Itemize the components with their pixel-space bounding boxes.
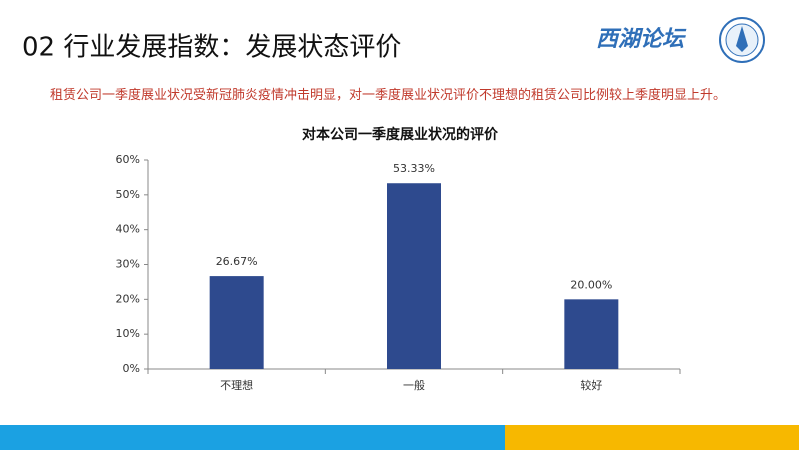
x-tick-label: 不理想 — [220, 378, 253, 392]
logo-text: 西湖论坛 — [596, 26, 687, 52]
footer-band-yellow — [505, 425, 799, 450]
value-label: 53.33% — [393, 162, 435, 175]
y-tick-label: 0% — [123, 362, 140, 375]
note-box: 租赁公司一季度展业状况受新冠肺炎疫情冲击明显，对一季度展业状况评价不理想的租赁公… — [50, 88, 727, 103]
x-tick-label: 一般 — [403, 379, 425, 392]
value-label: 20.00% — [570, 278, 612, 291]
bar — [209, 276, 264, 369]
bar — [387, 183, 441, 369]
logo-emblem — [719, 17, 765, 63]
y-tick-label: 20% — [116, 292, 140, 305]
y-tick-label: 40% — [116, 223, 140, 236]
bar — [564, 299, 619, 369]
y-tick-label: 60% — [116, 153, 140, 166]
note: 租赁公司一季度展业状况受新冠肺炎疫情冲击明显，对一季度展业状况评价不理想的租赁公… — [50, 88, 727, 103]
footer-band-blue — [0, 425, 505, 450]
y-tick-label: 10% — [116, 327, 140, 340]
slide-title: 02 行业发展指数：发展状态评价 — [22, 33, 401, 63]
value-label: 26.67% — [216, 255, 258, 268]
chart-title: 对本公司一季度展业状况的评价 — [302, 126, 499, 143]
y-tick-label: 30% — [116, 258, 140, 271]
y-tick-label: 50% — [116, 188, 140, 201]
x-tick-label: 较好 — [580, 378, 602, 392]
